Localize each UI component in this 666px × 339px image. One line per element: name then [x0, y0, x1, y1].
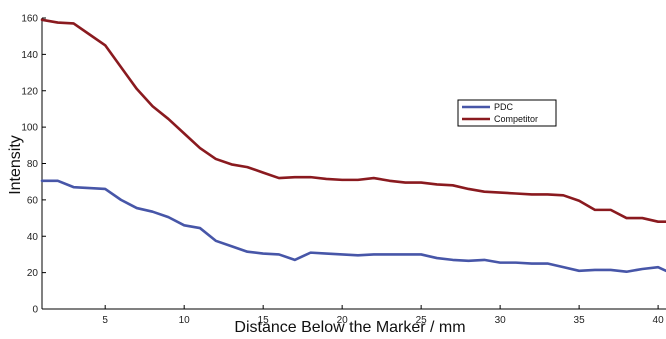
x-tick-label: 25: [416, 315, 428, 326]
x-tick-label: 5: [102, 315, 108, 326]
x-tick-label: 30: [495, 315, 507, 326]
legend: PDC Competitor: [457, 99, 557, 127]
y-tick-label: 80: [27, 159, 39, 170]
y-tick-label: 60: [27, 195, 39, 206]
x-tick-label: 15: [258, 315, 270, 326]
legend-box: [457, 99, 557, 127]
series-line-competitor: [40, 18, 666, 223]
y-axis-title: Intensity: [7, 135, 24, 195]
y-tick-label: 40: [27, 232, 39, 243]
series-line-pdc: [40, 179, 666, 274]
legend-label-pdc: PDC: [494, 102, 514, 112]
series-group: [40, 18, 666, 274]
x-tick-label: 40: [653, 315, 665, 326]
axes: 0 20 40 60 80 100 120 140 160 5 10 15 20 25 30 35 40: [21, 14, 666, 326]
x-tick-label: 35: [574, 315, 586, 326]
y-tick-label: 140: [21, 50, 38, 61]
y-tick-label: 160: [21, 14, 38, 25]
y-tick-label: 120: [21, 86, 38, 97]
y-tick-label: 20: [27, 268, 39, 279]
x-tick-label: 10: [179, 315, 191, 326]
x-tick-label: 20: [337, 315, 349, 326]
y-tick-label: 100: [21, 123, 38, 134]
y-tick-label: 0: [32, 305, 38, 316]
legend-label-competitor: Competitor: [494, 114, 538, 124]
x-axis-title: Distance Below the Marker / mm: [234, 319, 465, 336]
